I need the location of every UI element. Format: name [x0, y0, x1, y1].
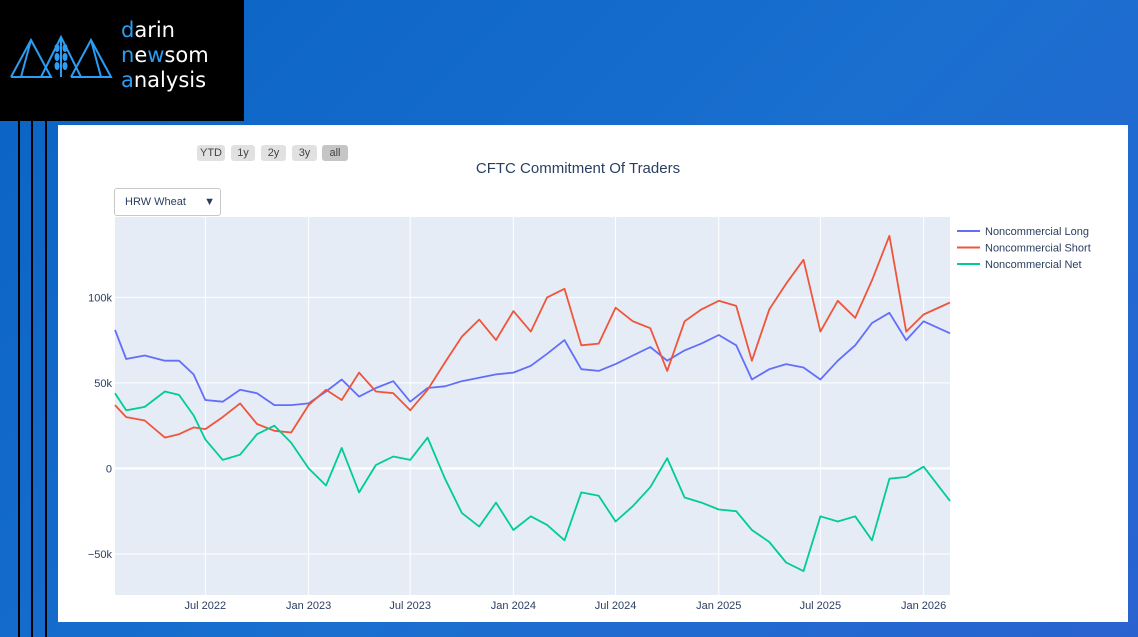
decor-line: [31, 121, 33, 637]
range-button-ytd[interactable]: YTD: [197, 145, 225, 161]
x-tick-label: Jul 2023: [389, 600, 431, 612]
y-tick-label: 0: [106, 463, 112, 475]
plot-area: [115, 217, 950, 595]
x-tick-label: Jul 2024: [595, 600, 637, 612]
x-tick-label: Jul 2022: [185, 600, 227, 612]
commodity-dropdown-value: HRW Wheat: [125, 196, 186, 208]
mountain-wheat-icon: [10, 34, 113, 78]
legend-label: Noncommercial Long: [985, 226, 1089, 238]
x-tick-label: Jan 2026: [901, 600, 946, 612]
legend-label: Noncommercial Short: [985, 243, 1091, 255]
y-tick-label: −50k: [88, 549, 113, 561]
series-line-2: [114, 390, 951, 572]
series-line-0: [114, 311, 951, 407]
series-line-1: [114, 234, 951, 439]
range-button-3y[interactable]: 3y: [292, 145, 317, 161]
decor-line: [18, 121, 20, 637]
legend-label: Noncommercial Net: [985, 259, 1082, 271]
range-button-all[interactable]: all: [322, 145, 348, 161]
y-tick-label: 50k: [94, 378, 112, 390]
logo: darin newsom analysis: [0, 0, 244, 121]
x-tick-label: Jul 2025: [800, 600, 842, 612]
triangle-down-icon: ▼: [204, 196, 215, 208]
range-button-1y[interactable]: 1y: [231, 145, 255, 161]
chart-title: CFTC Commitment Of Traders: [475, 160, 681, 177]
x-tick-label: Jan 2023: [286, 600, 331, 612]
decor-line: [45, 121, 47, 637]
x-tick-label: Jan 2025: [696, 600, 741, 612]
logo-wordmark: darin newsom analysis: [121, 18, 209, 92]
commodity-dropdown[interactable]: HRW Wheat ▼: [114, 188, 221, 216]
range-button-2y[interactable]: 2y: [261, 145, 286, 161]
x-tick-label: Jan 2024: [491, 600, 536, 612]
y-tick-label: 100k: [88, 292, 112, 304]
